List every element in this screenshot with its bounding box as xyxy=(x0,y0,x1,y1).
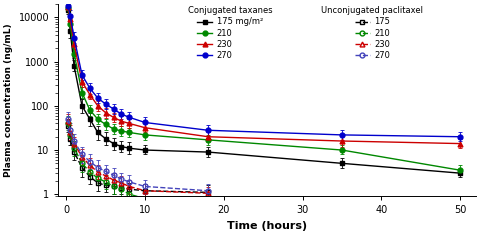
Y-axis label: Plasma concentration (ng/mL): Plasma concentration (ng/mL) xyxy=(4,24,13,177)
Legend: 175, 210, 230, 270: 175, 210, 230, 270 xyxy=(322,6,423,60)
X-axis label: Time (hours): Time (hours) xyxy=(227,221,307,231)
